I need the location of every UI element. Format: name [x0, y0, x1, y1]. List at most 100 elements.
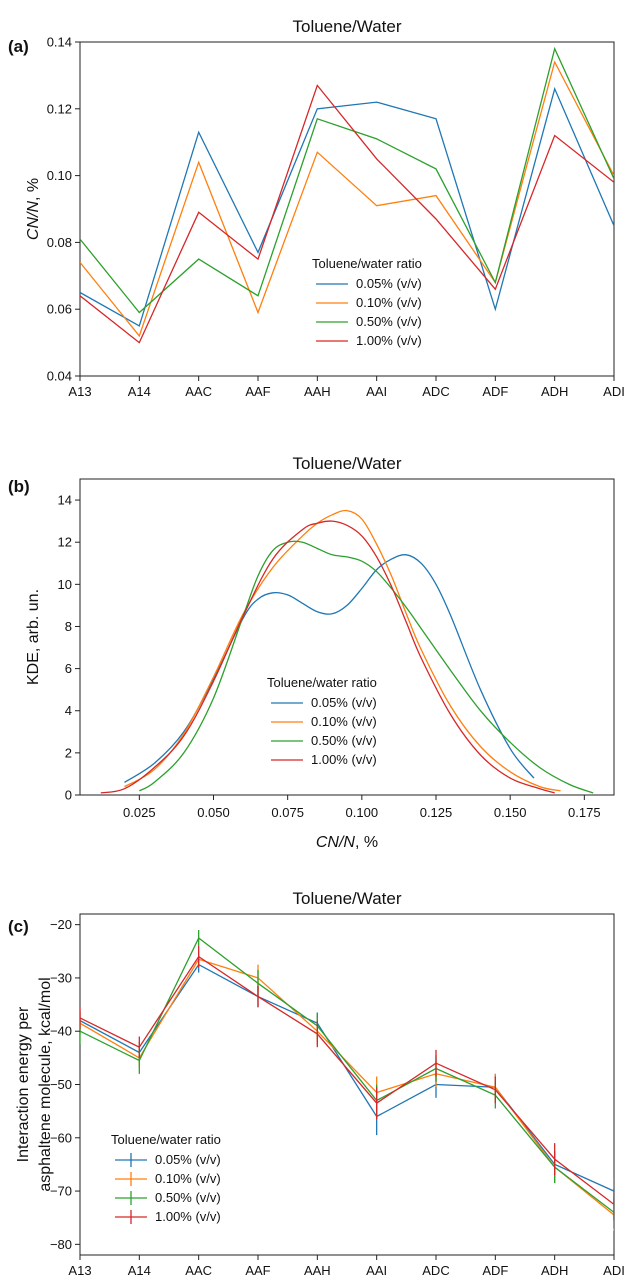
x-tick-label: AAF — [245, 1263, 270, 1278]
x-tick-label: A14 — [128, 1263, 151, 1278]
legend-title: Toluene/water ratio — [312, 256, 422, 271]
y-axis-label-text: KDE, arb. un. — [25, 589, 42, 685]
series-line — [80, 86, 614, 327]
series-line — [100, 520, 555, 794]
y-tick-label: 0.06 — [47, 302, 72, 317]
x-tick-label: ADC — [422, 384, 449, 399]
series-line — [124, 509, 561, 792]
legend-item-label: 0.05% (v/v) — [356, 276, 422, 291]
series-line — [80, 958, 614, 1216]
panel-3: (c) Toluene/Water −80 −70 −60 −50 −40 −30 −20 A13… — [8, 889, 625, 1278]
series-1 — [80, 86, 614, 327]
y-axis-label: CN/N, % — [25, 178, 42, 240]
legend-title: Toluene/water ratio — [111, 1132, 221, 1147]
y-tick-label: 2 — [65, 745, 72, 760]
legend-item-label: 0.05% (v/v) — [155, 1152, 221, 1167]
panel-1: (a) Toluene/Water 0.04 0.06 0.08 0.10 0.12 0.14… — [8, 17, 625, 399]
plot-frame — [79, 478, 615, 796]
x-tick-label: A14 — [128, 384, 151, 399]
series-2 — [80, 60, 614, 338]
series-line — [124, 554, 535, 783]
panel-label: (b) — [8, 477, 30, 496]
y-tick-label: 8 — [65, 619, 72, 634]
chart-title: Toluene/Water — [293, 454, 402, 473]
y-tick-label: 4 — [65, 703, 72, 718]
x-tick-label: A13 — [68, 384, 91, 399]
y-tick-label: −80 — [50, 1237, 72, 1252]
legend-title: Toluene/water ratio — [267, 675, 377, 690]
y-tick-label: −20 — [50, 917, 72, 932]
x-tick-label: 0.075 — [271, 805, 304, 820]
legend-item-label: 0.50% (v/v) — [311, 733, 377, 748]
y-axis-label-line: asphaltene molecule, kcal/mol — [37, 977, 54, 1191]
series-line — [80, 84, 614, 344]
y-tick-label: −40 — [50, 1024, 72, 1039]
panel-2: (b) Toluene/Water 0 2 4 6 8 10 12 14 0.025 0.050 0.0… — [8, 454, 615, 851]
series-line — [80, 937, 614, 1213]
y-tick-label: −50 — [50, 1077, 72, 1092]
x-axis-label-italic: CN/N — [316, 834, 356, 851]
x-tick-label: AAI — [366, 1263, 387, 1278]
series-line — [80, 955, 614, 1205]
y-axis-label-text: CN/N, % — [25, 178, 42, 240]
legend-item-label: 0.50% (v/v) — [155, 1190, 221, 1205]
legend: Toluene/water ratio 0.05% (v/v) 0.10% (v/v… — [111, 1132, 221, 1224]
y-tick-label: 6 — [65, 661, 72, 676]
x-tick-label: 0.100 — [346, 805, 379, 820]
x-tick-label: ADI — [603, 1263, 625, 1278]
y-axis-label-italic: CN/N — [25, 201, 42, 241]
y-tick-label: 0.08 — [47, 235, 72, 250]
series-4 — [100, 520, 555, 794]
y-tick-label: 10 — [58, 577, 72, 592]
x-tick-label: ADI — [603, 384, 625, 399]
series-1 — [80, 956, 614, 1205]
y-tick-label: −60 — [50, 1130, 72, 1145]
y-axis-label: KDE, arb. un. — [25, 589, 42, 685]
panel-label: (c) — [8, 917, 29, 936]
series-4 — [80, 84, 614, 344]
legend: Toluene/water ratio 0.05% (v/v) 0.10% (v/v… — [312, 256, 422, 348]
x-tick-label: 0.050 — [197, 805, 230, 820]
series-3 — [138, 540, 594, 794]
panel-label: (a) — [8, 37, 29, 56]
series-4 — [80, 945, 614, 1221]
x-tick-label: AAH — [304, 384, 331, 399]
series-3 — [80, 46, 614, 314]
series-1 — [124, 554, 535, 783]
x-tick-label: 0.125 — [420, 805, 453, 820]
y-tick-label: −70 — [50, 1184, 72, 1199]
x-tick-label: AAH — [304, 1263, 331, 1278]
y-tick-label: 0 — [65, 788, 72, 803]
series-2 — [124, 509, 561, 792]
legend-item-label: 0.05% (v/v) — [311, 695, 377, 710]
chart-title: Toluene/Water — [293, 889, 402, 908]
x-tick-label: 0.150 — [494, 805, 527, 820]
y-axis-label-rest: , % — [25, 178, 42, 201]
y-tick-label: 0.10 — [47, 168, 72, 183]
x-tick-label: A13 — [68, 1263, 91, 1278]
y-tick-label: 0.12 — [47, 101, 72, 116]
x-tick-label: AAF — [245, 384, 270, 399]
series-line — [80, 46, 614, 314]
legend-item-label: 0.50% (v/v) — [356, 314, 422, 329]
y-tick-label: −30 — [50, 970, 72, 985]
legend-item-label: 1.00% (v/v) — [311, 752, 377, 767]
y-tick-label: 0.04 — [47, 369, 72, 384]
chart-title: Toluene/Water — [293, 17, 402, 36]
series-line — [138, 540, 594, 794]
legend: Toluene/water ratio 0.05% (v/v) 0.10% (v/v… — [267, 675, 377, 767]
legend-item-label: 0.10% (v/v) — [155, 1171, 221, 1186]
x-tick-label: 0.025 — [123, 805, 156, 820]
x-tick-label: ADC — [422, 1263, 449, 1278]
x-tick-label: AAC — [185, 384, 212, 399]
series-line — [80, 60, 614, 338]
x-axis-label: CN/N, % — [316, 834, 378, 851]
x-tick-label: 0.175 — [568, 805, 601, 820]
x-tick-label: ADF — [482, 384, 508, 399]
y-tick-label: 12 — [58, 535, 72, 550]
x-tick-label: ADH — [541, 384, 568, 399]
legend-item-label: 1.00% (v/v) — [356, 333, 422, 348]
x-tick-label: AAC — [185, 1263, 212, 1278]
x-tick-label: ADH — [541, 1263, 568, 1278]
